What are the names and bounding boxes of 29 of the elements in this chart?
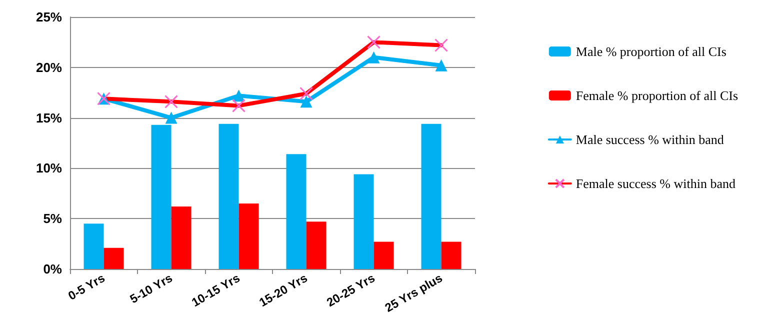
bar — [306, 222, 326, 269]
point — [435, 59, 448, 72]
point — [300, 96, 312, 108]
y-tick-label: 15% — [36, 110, 62, 126]
point — [165, 112, 178, 124]
bar — [286, 154, 306, 269]
legend-label: Female success % within band — [576, 176, 736, 191]
legend-label: Male % proportion of all CIs — [576, 44, 726, 59]
bar — [104, 248, 124, 269]
x-tick-label: 25 Yrs plus — [382, 270, 446, 315]
y-tick-label: 0% — [43, 262, 62, 276]
point — [368, 51, 380, 64]
bar — [84, 224, 104, 269]
y-tick-label: 25% — [36, 10, 62, 24]
bar — [441, 242, 462, 269]
x-tick-label: 0-5 Yrs — [66, 270, 108, 303]
y-tick-label: 5% — [43, 211, 62, 226]
bar — [238, 203, 259, 269]
bar — [171, 206, 192, 269]
bar — [354, 174, 374, 269]
bar — [218, 124, 239, 269]
x-tick-label: 5-10 Yrs — [128, 270, 176, 306]
bar — [374, 242, 394, 269]
legend-label: Male success % within band — [576, 132, 724, 147]
y-tick-label: 20% — [36, 60, 62, 75]
y-tick-label: 10% — [36, 160, 62, 176]
bar — [421, 124, 442, 269]
point — [232, 90, 245, 102]
legend-label: Female % proportion of all CIs — [576, 88, 738, 103]
